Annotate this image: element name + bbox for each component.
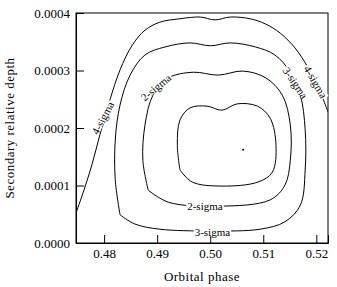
contour-label-group: 3-sigma — [194, 226, 232, 238]
x-tick-label: 0.49 — [146, 246, 169, 261]
contour-label: 4-sigma — [89, 99, 116, 136]
axis-line — [77, 14, 85, 244]
x-tick: 0.50 — [199, 235, 222, 261]
y-tick-mark — [76, 128, 84, 129]
data-marks — [76, 17, 328, 231]
contour-label-group: 2-sigma — [186, 200, 224, 212]
contour-label: 2-sigma — [138, 71, 173, 103]
y-tick-mark — [76, 13, 84, 14]
contour-label: 3-sigma — [195, 226, 231, 238]
x-axis: 0.48 0.49 0.50 0.51 0.52 — [77, 235, 329, 261]
plot-area: 0.480.490.500.510.520.00000.00010.00020.… — [34, 6, 330, 262]
y-tick-label: 0.0001 — [34, 178, 70, 193]
y-tick-label: 0.0000 — [34, 236, 70, 251]
x-tick-label: 0.50 — [199, 246, 222, 261]
y-axis-title: Secondary relative depth — [2, 57, 17, 198]
x-tick-mark — [104, 235, 105, 243]
contour-line — [143, 71, 292, 206]
contour-labels: 4-sigma2-sigma3-sigma4-sigma2-sigma3-sig… — [89, 63, 331, 238]
plot-frame — [76, 13, 328, 243]
y-tick-label: 0.0004 — [34, 6, 70, 21]
x-tick-mark — [263, 235, 264, 243]
x-tick: 0.51 — [252, 235, 275, 261]
contour-label: 4-sigma — [302, 63, 330, 100]
y-tick-mark — [76, 243, 84, 244]
y-tick-mark — [76, 71, 84, 72]
y-tick: 0.0003 — [34, 63, 84, 78]
y-tick: 0.0001 — [34, 178, 84, 193]
y-tick: 0.0002 — [34, 121, 84, 136]
x-tick-label: 0.51 — [252, 246, 275, 261]
contour-line — [76, 17, 328, 213]
x-tick-label: 0.52 — [305, 246, 328, 261]
contour-label-group: 4-sigma — [301, 63, 330, 102]
chart-svg: 0.480.490.500.510.520.00000.00010.00020.… — [0, 0, 337, 287]
chart-container: 0.480.490.500.510.520.00000.00010.00020.… — [0, 0, 337, 287]
center-point — [242, 149, 244, 151]
contour-label: 2-sigma — [187, 200, 223, 212]
y-tick-label: 0.0002 — [34, 121, 70, 136]
contour-line — [177, 103, 276, 186]
x-axis-title: Orbital phase — [164, 269, 240, 284]
x-tick-mark — [316, 235, 317, 243]
y-tick: 0.0000 — [34, 236, 84, 251]
x-tick-label: 0.48 — [93, 246, 116, 261]
x-tick: 0.49 — [146, 235, 169, 261]
x-tick: 0.48 — [93, 235, 116, 261]
y-tick-mark — [76, 186, 84, 187]
contour-label-group: 2-sigma — [138, 71, 174, 104]
x-tick-mark — [157, 235, 158, 243]
y-tick: 0.0004 — [34, 6, 84, 21]
label-background — [139, 72, 173, 102]
y-axis: 0.0000 0.0001 0.0002 0.0003 0.0004 — [34, 6, 84, 251]
contour-line — [115, 43, 306, 231]
contour-label-group: 4-sigma — [89, 99, 117, 138]
y-tick-label: 0.0003 — [34, 63, 70, 78]
x-tick: 0.52 — [305, 235, 328, 261]
